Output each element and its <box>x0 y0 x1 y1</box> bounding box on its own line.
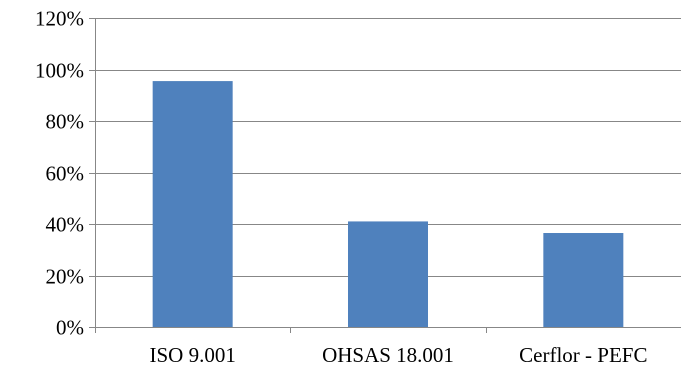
bar <box>543 233 624 327</box>
bar <box>348 221 428 327</box>
y-tick-label: 0% <box>56 316 84 340</box>
x-tick-label: ISO 9.001 <box>149 343 235 367</box>
y-tick-label: 40% <box>46 213 85 237</box>
y-tick-label: 100% <box>35 59 84 83</box>
y-tick-label: 80% <box>46 110 85 134</box>
x-tick-labels: ISO 9.001 OHSAS 18.001 Cerflor - PEFC <box>149 343 647 367</box>
x-tick-label: OHSAS 18.001 <box>322 343 454 367</box>
bars <box>152 81 624 328</box>
x-tick-label: Cerflor - PEFC <box>519 343 647 367</box>
axes <box>89 18 681 333</box>
y-tick-label: 60% <box>46 162 85 186</box>
y-tick-labels: 0% 20% 40% 60% 80% 100% 120% <box>35 7 84 340</box>
bar <box>152 81 233 328</box>
y-tick-label: 120% <box>35 7 84 31</box>
y-tick-label: 20% <box>46 265 85 289</box>
